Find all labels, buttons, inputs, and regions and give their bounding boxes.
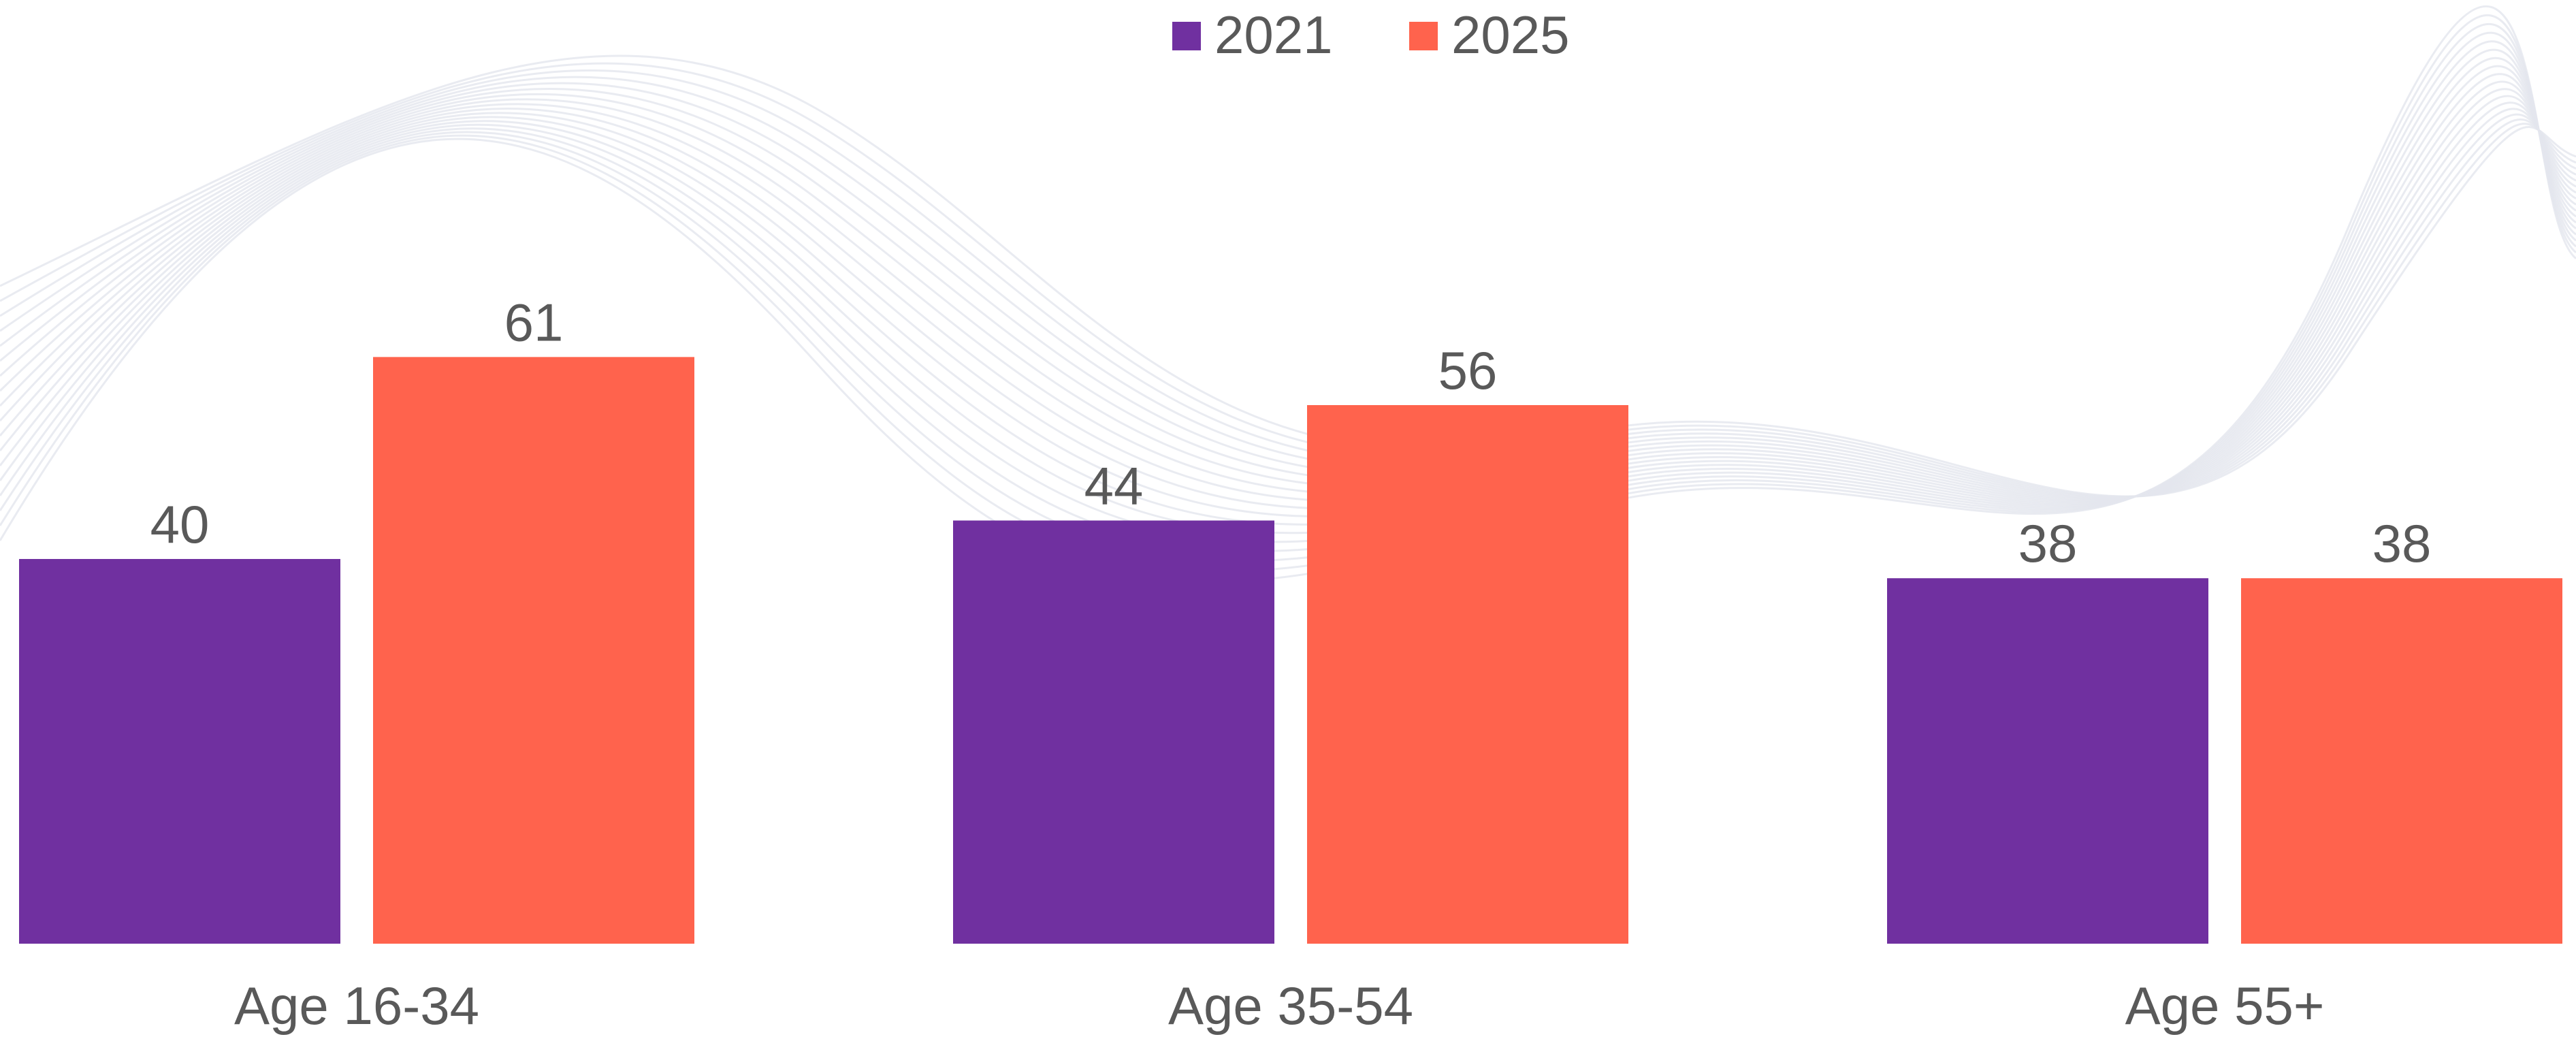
bar-2025-age-55+ [2241, 578, 2562, 944]
category-label: Age 55+ [2125, 976, 2325, 1036]
legend-label-2021: 2021 [1214, 5, 1333, 65]
data-label: 44 [1084, 455, 1144, 515]
bar-2025-age-35-54 [1307, 404, 1628, 944]
data-label: 38 [2372, 513, 2432, 573]
value-labels-group: 40 61 44 56 38 38 [150, 292, 2432, 573]
legend-label-2025: 2025 [1451, 5, 1570, 65]
data-label: 61 [504, 292, 564, 352]
bars-group [19, 357, 2562, 944]
data-label: 56 [1438, 340, 1498, 400]
bar-2021-age-16-34 [19, 558, 340, 944]
data-label: 40 [150, 494, 210, 554]
bar-2025-age-16-34 [373, 357, 694, 944]
category-label: Age 16-34 [234, 976, 479, 1036]
category-labels-group: Age 16-34 Age 35-54 Age 55+ [234, 976, 2324, 1036]
bar-2021-age-55+ [1887, 578, 2208, 944]
bar-2021-age-35-54 [953, 520, 1274, 944]
category-label: Age 35-54 [1168, 976, 1413, 1036]
data-label: 38 [2018, 513, 2078, 573]
legend-swatch-2021 [1172, 22, 1201, 50]
legend: 2021 2025 [1172, 5, 1570, 65]
legend-swatch-2025 [1409, 22, 1438, 50]
